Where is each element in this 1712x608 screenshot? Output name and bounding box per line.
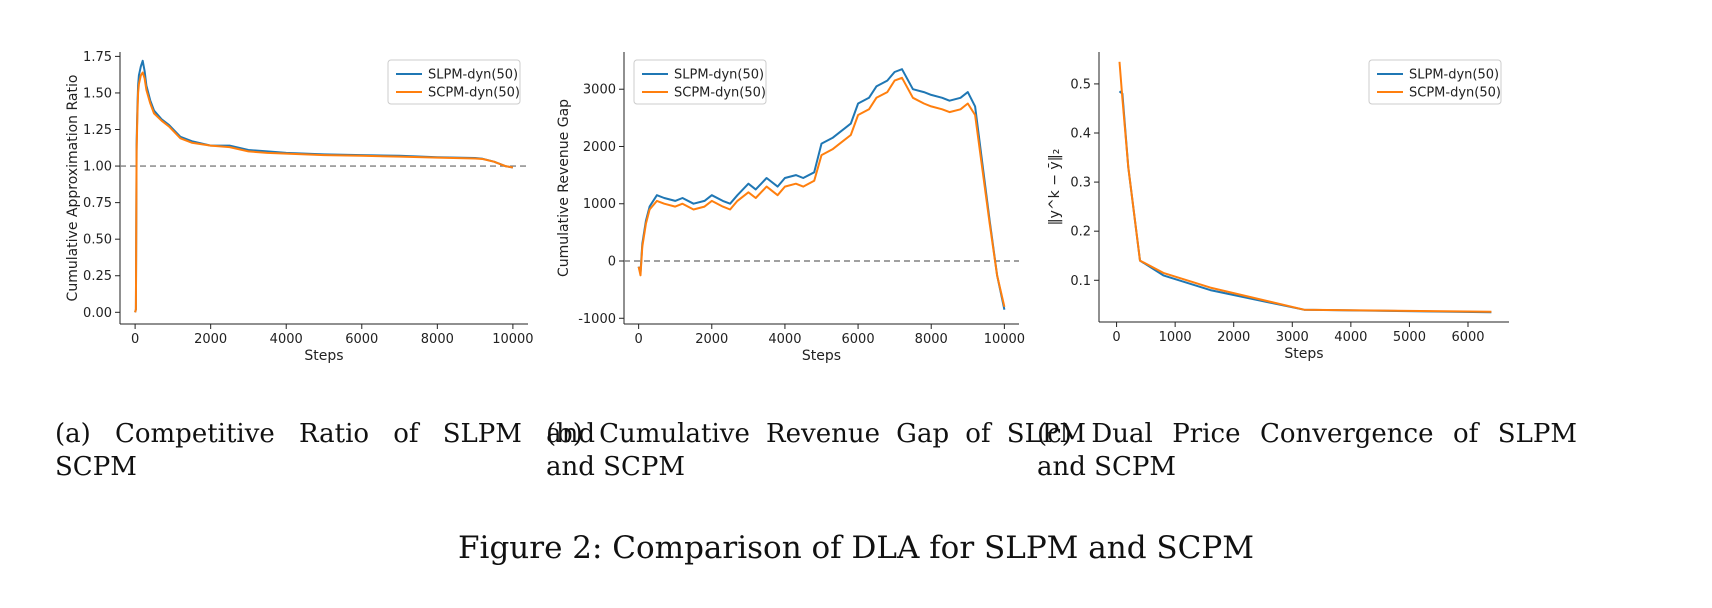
caption-c: (c) Dual Price Convergence of SLPM and S…	[1037, 419, 1577, 482]
y-tick-label: 1.25	[83, 123, 112, 138]
x-tick-label: 10000	[984, 332, 1025, 347]
x-tick-label: 6000	[842, 332, 875, 347]
y-tick-label: 0.00	[83, 306, 112, 321]
x-tick-label: 4000	[1334, 330, 1367, 345]
x-tick-label: 8000	[915, 332, 948, 347]
y-tick-label: 0.5	[1070, 77, 1091, 92]
x-tick-label: 0	[1112, 330, 1120, 345]
y-tick-label: 3000	[583, 83, 616, 98]
x-tick-label: 4000	[270, 332, 303, 347]
y-tick-label: 0.3	[1070, 176, 1091, 191]
y-tick-label: 0.2	[1070, 225, 1091, 240]
x-tick-label: 0	[131, 332, 139, 347]
x-tick-label: 2000	[194, 332, 227, 347]
chart-c-svg: 0 1000 2000 3000 4000 5000 6000 0.1 0.2 0.3 0.4 0.5…	[1047, 52, 1509, 362]
x-axis-label: Steps	[304, 348, 343, 364]
chart-panel-c: 0 1000 2000 3000 4000 5000 6000 0.1 0.2 0.3 0.4 0.5…	[1037, 40, 1577, 420]
x-axis-label: Steps	[1284, 346, 1323, 362]
y-tick-label: 0	[608, 255, 616, 270]
legend-label-slpm: SLPM-dyn(50)	[674, 68, 764, 83]
caption-a: (a) Competitive Ratio of SLPM and SCPM	[55, 419, 595, 482]
y-axis-label: Cumulative Revenue Gap	[556, 99, 572, 277]
legend-label-slpm: SLPM-dyn(50)	[428, 68, 518, 83]
y-axis-label: ‖y^k − ȳ‖₂	[1047, 149, 1063, 226]
x-tick-label: 2000	[1217, 330, 1250, 345]
chart-panel-b: 0 2000 4000 6000 8000 10000 -1000 0 1000 2000 3000…	[546, 40, 1086, 420]
series-line-scpm	[1118, 61, 1492, 313]
y-tick-label: -1000	[578, 312, 616, 327]
x-tick-label: 0	[634, 332, 642, 347]
y-tick-label: 1000	[583, 197, 616, 212]
x-tick-label: 8000	[421, 332, 454, 347]
y-tick-label: 1.00	[83, 160, 112, 175]
y-tick-label: 2000	[583, 140, 616, 155]
x-axis-label: Steps	[802, 348, 841, 364]
x-tick-label: 2000	[695, 332, 728, 347]
legend-label-scpm: SCPM-dyn(50)	[1409, 86, 1501, 101]
y-tick-label: 0.4	[1070, 127, 1091, 142]
x-tick-label: 5000	[1393, 330, 1426, 345]
y-tick-label: 0.75	[83, 196, 112, 211]
caption-b: (b) Cumulative Revenue Gap of SLPM and S…	[546, 419, 1086, 482]
y-tick-label: 0.25	[83, 269, 112, 284]
x-tick-label: 1000	[1159, 330, 1192, 345]
x-tick-label: 10000	[492, 332, 533, 347]
y-tick-label: 1.50	[83, 86, 112, 101]
legend-label-scpm: SCPM-dyn(50)	[674, 86, 766, 101]
figure-caption: Figure 2: Comparison of DLA for SLPM and…	[458, 530, 1254, 566]
chart-panel-a: 0 2000 4000 6000 8000 10000 0.00 0.25 0.50 0.75 1.…	[55, 40, 595, 420]
x-tick-label: 6000	[1451, 330, 1484, 345]
legend-label-slpm: SLPM-dyn(50)	[1409, 68, 1499, 83]
series-line-slpm	[637, 68, 1006, 310]
series-line-scpm	[134, 71, 514, 313]
legend-label-scpm: SCPM-dyn(50)	[428, 86, 520, 101]
x-tick-label: 3000	[1276, 330, 1309, 345]
chart-b-svg: 0 2000 4000 6000 8000 10000 -1000 0 1000 2000 3000…	[556, 52, 1025, 364]
series-line-slpm	[1118, 90, 1492, 314]
x-tick-label: 4000	[768, 332, 801, 347]
y-tick-label: 0.1	[1070, 274, 1091, 289]
y-axis-label: Cumulative Approximation Ratio	[65, 75, 81, 302]
chart-a-svg: 0 2000 4000 6000 8000 10000 0.00 0.25 0.50 0.75 1.…	[65, 50, 534, 364]
x-tick-label: 6000	[345, 332, 378, 347]
y-tick-label: 1.75	[83, 50, 112, 65]
y-tick-label: 0.50	[83, 233, 112, 248]
series-line-scpm	[637, 76, 1006, 308]
